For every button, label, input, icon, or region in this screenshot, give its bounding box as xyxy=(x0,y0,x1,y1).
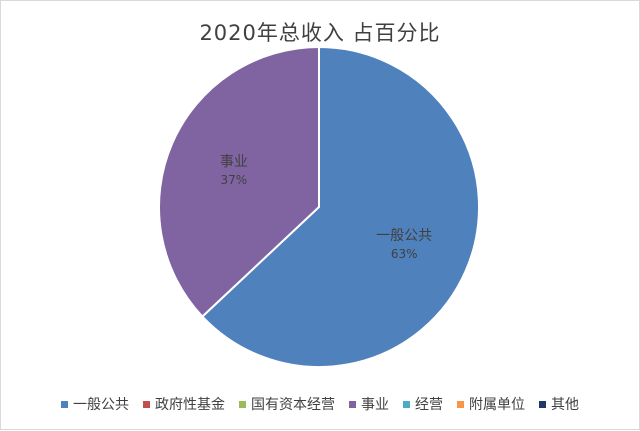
legend-item-4: 经营 xyxy=(403,394,443,414)
legend-item-2: 国有资本经营 xyxy=(239,394,335,414)
legend-item-5: 附属单位 xyxy=(457,394,525,414)
legend-label-5: 附属单位 xyxy=(469,397,525,413)
legend-swatch-5 xyxy=(457,400,464,408)
legend-label-0: 一般公共 xyxy=(73,397,129,413)
legend-label-6: 其他 xyxy=(551,397,579,413)
data-label-category-0: 一般公共 xyxy=(376,228,432,244)
legend-swatch-6 xyxy=(539,400,546,408)
pie-slice-3 xyxy=(158,45,320,318)
legend-swatch-3 xyxy=(349,400,356,408)
legend-swatch-0 xyxy=(61,400,68,408)
chart-title: 2020年总收入 占百分比 xyxy=(199,21,441,45)
legend-label-1: 政府性基金 xyxy=(155,397,225,413)
data-label-category-3: 事业 xyxy=(220,154,248,170)
legend-swatch-4 xyxy=(403,400,410,408)
legend-item-6: 其他 xyxy=(539,394,579,414)
data-label-percent-0: 63% xyxy=(391,247,418,261)
legend-item-1: 政府性基金 xyxy=(143,394,225,414)
pie-slice-0 xyxy=(200,45,480,368)
legend-label-4: 经营 xyxy=(415,397,443,413)
legend-item-3: 事业 xyxy=(349,394,389,414)
data-label-percent-3: 37% xyxy=(220,173,247,187)
legend-item-0: 一般公共 xyxy=(61,394,129,414)
legend-label-2: 国有资本经营 xyxy=(251,397,335,413)
legend-swatch-2 xyxy=(239,400,246,408)
legend: 一般公共 政府性基金 国有资本经营 事业 经营 附属单位 其他 xyxy=(1,394,639,414)
legend-swatch-1 xyxy=(143,400,150,408)
legend-label-3: 事业 xyxy=(361,397,389,413)
